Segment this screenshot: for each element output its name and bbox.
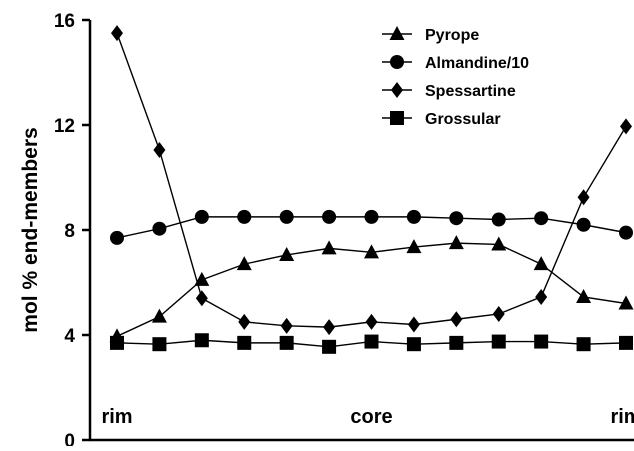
legend-item-pyrope: Pyrope [382,26,479,44]
data-point-pyrope [151,308,167,323]
data-point-almandine-10 [364,209,379,224]
data-point-almandine-10 [491,212,506,227]
data-point-spessartine [407,316,420,333]
data-point-grossular [152,337,167,352]
data-point-almandine-10 [619,225,633,240]
data-point-almandine-10 [279,209,294,224]
data-point-pyrope [618,295,634,310]
data-point-pyrope [236,256,252,271]
data-point-grossular [619,335,633,350]
data-point-pyrope [321,240,337,255]
data-point-spessartine [577,189,590,206]
series-grossular [110,333,633,354]
data-point-grossular [279,335,294,350]
y-tick-label: 8 [64,221,75,242]
data-point-pyrope [364,244,379,259]
data-point-spessartine [365,313,378,330]
position-label-rim: rim [610,406,634,428]
data-point-almandine-10 [406,209,421,224]
data-point-grossular [322,339,337,354]
legend-item-grossular: Grossular [382,111,501,128]
legend-marker [389,26,405,40]
data-point-almandine-10 [194,209,209,224]
data-point-grossular [110,335,124,350]
data-point-spessartine [153,141,166,158]
y-axis-label: mol % end-members [19,127,42,332]
series-pyrope [109,235,634,343]
data-point-pyrope [448,235,464,250]
legend-label: Grossular [425,111,501,128]
data-point-pyrope [279,246,295,261]
y-tick-label: 4 [64,326,75,347]
data-point-pyrope [576,288,592,303]
data-point-spessartine [450,311,463,328]
legend: Pyrope Almandine/10 Spessartine Grossular [382,26,529,128]
data-point-spessartine [535,288,548,305]
data-point-almandine-10 [322,209,337,224]
data-point-pyrope [194,271,210,286]
legend-label: Almandine/10 [425,55,529,72]
data-point-spessartine [620,118,632,135]
data-point-grossular [406,337,421,352]
data-point-grossular [194,333,209,348]
data-point-almandine-10 [449,211,464,226]
data-point-spessartine [492,306,505,322]
series-almandine-10 [110,209,633,245]
data-point-pyrope [491,236,507,251]
y-tick-label: 0 [64,431,75,446]
y-tick-label: 16 [54,11,75,32]
y-ticks: 0 4 8 12 16 [54,11,90,451]
position-labels: rim core rim [101,406,634,428]
data-point-grossular [576,337,591,352]
legend-label: Pyrope [425,27,479,44]
legend-marker [391,82,403,98]
data-point-almandine-10 [534,211,549,226]
series-group [109,25,634,354]
legend-marker [390,111,404,125]
data-point-almandine-10 [110,230,124,245]
data-point-spessartine [238,313,251,330]
legend-item-almandine-10: Almandine/10 [382,55,529,72]
data-point-grossular [534,334,549,349]
data-point-spessartine [323,319,336,336]
legend-marker [390,55,404,69]
data-point-grossular [237,335,252,350]
legend-label: Spessartine [425,83,516,100]
series-line-spessartine [116,32,627,328]
data-point-spessartine [111,25,123,42]
data-point-pyrope [406,239,422,254]
data-point-almandine-10 [576,217,591,232]
data-point-grossular [491,334,506,349]
series-spessartine [111,25,632,336]
data-point-spessartine [195,290,208,307]
data-point-almandine-10 [152,221,167,236]
data-point-pyrope [533,256,549,271]
data-point-almandine-10 [237,209,252,224]
data-point-grossular [364,334,379,349]
legend-item-spessartine: Spessartine [382,82,516,100]
position-label-core: core [350,406,392,428]
data-point-spessartine [280,317,293,334]
data-point-grossular [449,335,464,350]
axes: mol % end-members [19,20,634,442]
y-tick-label: 12 [54,116,75,137]
position-label-rim: rim [101,406,132,428]
